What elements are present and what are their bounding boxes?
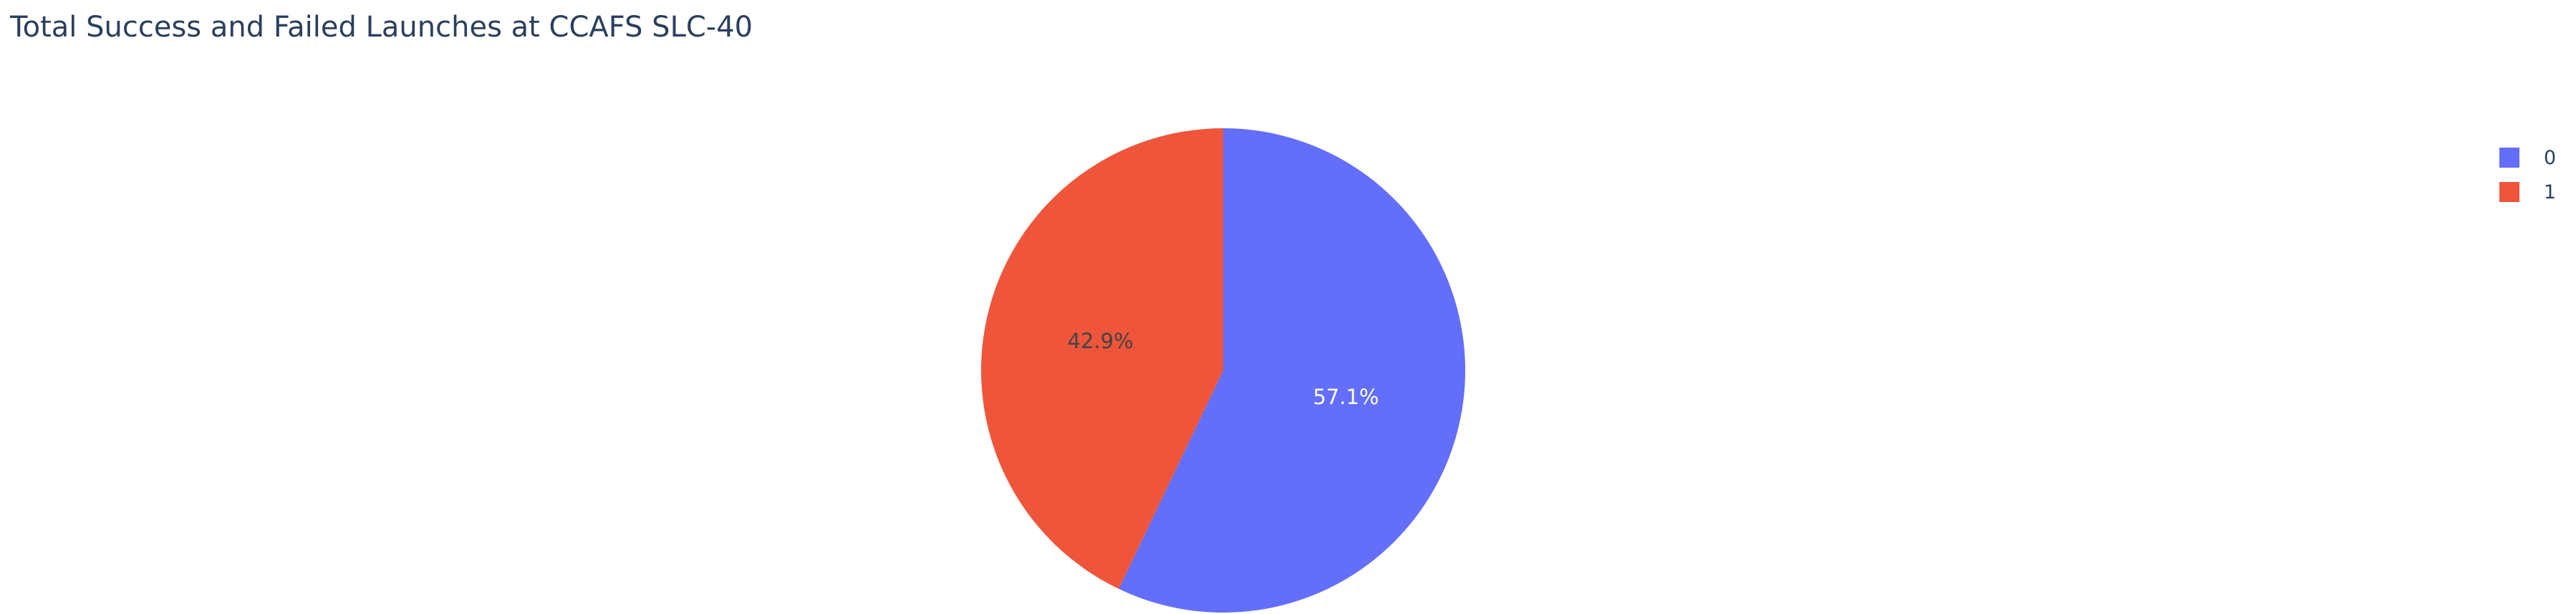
pie-labels: 57.1% 42.9%	[1068, 329, 1379, 409]
legend-item-1[interactable]: 1	[2499, 175, 2556, 209]
legend-swatch	[2499, 182, 2519, 202]
pie-slice-1[interactable]	[981, 128, 1223, 589]
pie-slice-0[interactable]	[1119, 128, 1465, 613]
legend-item-0[interactable]: 0	[2499, 140, 2556, 175]
legend-label: 0	[2544, 146, 2557, 169]
legend-swatch	[2499, 148, 2519, 168]
chart-title: Total Success and Failed Launches at CCA…	[10, 11, 753, 44]
pie-label-1: 42.9%	[1068, 329, 1134, 353]
pie-label-0: 57.1%	[1313, 385, 1379, 409]
pie-slices	[981, 128, 1465, 613]
legend-label: 1	[2544, 181, 2557, 203]
